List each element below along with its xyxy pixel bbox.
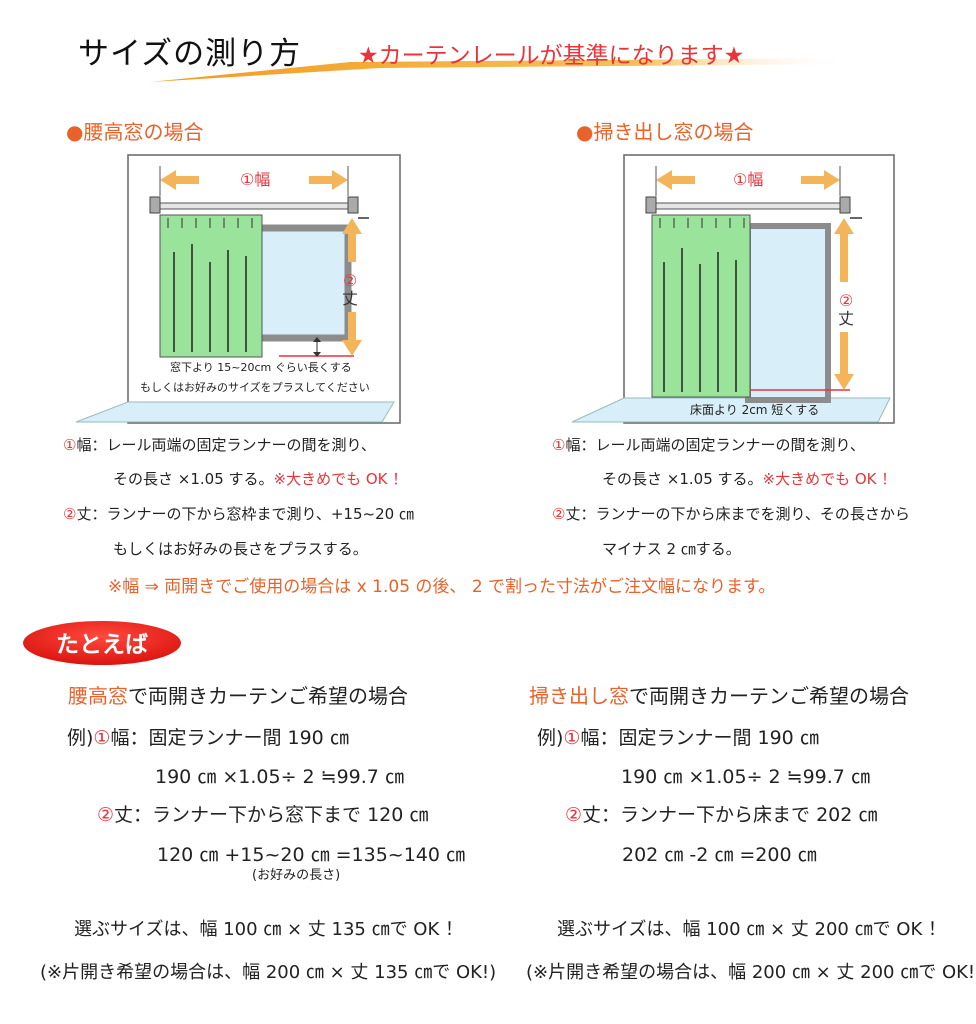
double-opening-note: ※幅 ⇒ 両開きでご使用の場合は x 1.05 の後、 2 で割った寸法がご注文… bbox=[108, 577, 776, 597]
floor-window-diagram bbox=[571, 154, 895, 424]
example-right-result: 選ぶサイズは、幅 100 ㎝ × 丈 200 ㎝で OK ！ bbox=[557, 919, 946, 940]
page-subtitle: ★カーテンレールが基準になります★ bbox=[358, 43, 745, 69]
left-diagram-caption-2: もしくはお好みのサイズをプラスしてください bbox=[140, 381, 370, 394]
left-diagram-caption-1: 窓下より 15~20cm ぐらい長くする bbox=[170, 361, 352, 374]
right-desc-4: マイナス 2 ㎝する。 bbox=[602, 540, 741, 558]
height-char-right: 丈 bbox=[838, 309, 855, 328]
left-desc-2: その長さ ×1.05 する。※大きめでも OK ！ bbox=[113, 470, 408, 488]
example-right-line-3: ②丈：ランナー下から床まで 202 ㎝ bbox=[565, 804, 878, 826]
example-left-line-3: ②丈：ランナー下から窓下まで 120 ㎝ bbox=[97, 804, 429, 826]
width-marker-right: ①幅 bbox=[733, 170, 764, 189]
example-right-line-1: 例)①幅：固定ランナー間 190 ㎝ bbox=[537, 727, 819, 749]
waist-window-diagram bbox=[75, 154, 401, 424]
height-char-left: 丈 bbox=[342, 289, 359, 308]
left-heading: ●腰高窓の場合 bbox=[66, 120, 204, 144]
height-num-left: ② bbox=[342, 271, 358, 290]
example-right-line-4: 202 ㎝ -2 ㎝ =200 ㎝ bbox=[622, 844, 817, 866]
right-desc-2: その長さ ×1.05 する。※大きめでも OK ！ bbox=[602, 470, 897, 488]
header-swoosh bbox=[150, 58, 850, 82]
example-right-single: (※片開き希望の場合は、幅 200 ㎝ × 丈 200 ㎝で OK!) bbox=[526, 962, 976, 983]
right-diagram-caption: 床面より 2cm 短くする bbox=[690, 403, 820, 417]
example-left-heading: 腰高窓で両開きカーテンご希望の場合 bbox=[68, 684, 408, 708]
left-desc-3: ②丈：ランナーの下から窓枠まで測り、+15~20 ㎝ bbox=[63, 505, 414, 523]
height-num-right: ② bbox=[838, 291, 854, 310]
left-desc-4: もしくはお好みの長さをプラスする。 bbox=[113, 540, 368, 558]
example-badge: たとえば bbox=[56, 632, 148, 658]
example-left-line-1: 例)①幅：固定ランナー間 190 ㎝ bbox=[67, 727, 349, 749]
left-desc-1: ①幅：レール両端の固定ランナーの間を測り、 bbox=[63, 436, 376, 454]
width-marker-left: ①幅 bbox=[240, 170, 271, 189]
page-title: サイズの測り方 bbox=[78, 36, 302, 72]
example-left-line-4: 120 ㎝ +15~20 ㎝ =135~140 ㎝ bbox=[157, 844, 466, 866]
right-desc-1: ①幅：レール両端の固定ランナーの間を測り、 bbox=[552, 436, 865, 454]
example-left-result: 選ぶサイズは、幅 100 ㎝ × 丈 135 ㎝で OK ！ bbox=[74, 919, 463, 940]
example-badge-shape bbox=[23, 621, 181, 665]
example-left-note: (お好みの長さ) bbox=[252, 868, 341, 883]
example-left-line-2: 190 ㎝ ×1.05÷ 2 ≒99.7 ㎝ bbox=[155, 766, 404, 788]
example-right-line-2: 190 ㎝ ×1.05÷ 2 ≒99.7 ㎝ bbox=[621, 766, 870, 788]
right-heading: ●掃き出し窓の場合 bbox=[576, 120, 754, 144]
height-marker-left: ② 丈 bbox=[342, 272, 358, 308]
example-right-heading: 掃き出し窓で両開きカーテンご希望の場合 bbox=[529, 684, 909, 708]
right-desc-3: ②丈：ランナーの下から床までを測り、その長さから bbox=[552, 505, 910, 523]
height-marker-right: ② 丈 bbox=[838, 292, 854, 328]
example-left-single: (※片開き希望の場合は、幅 200 ㎝ × 丈 135 ㎝で OK!) bbox=[40, 962, 497, 983]
